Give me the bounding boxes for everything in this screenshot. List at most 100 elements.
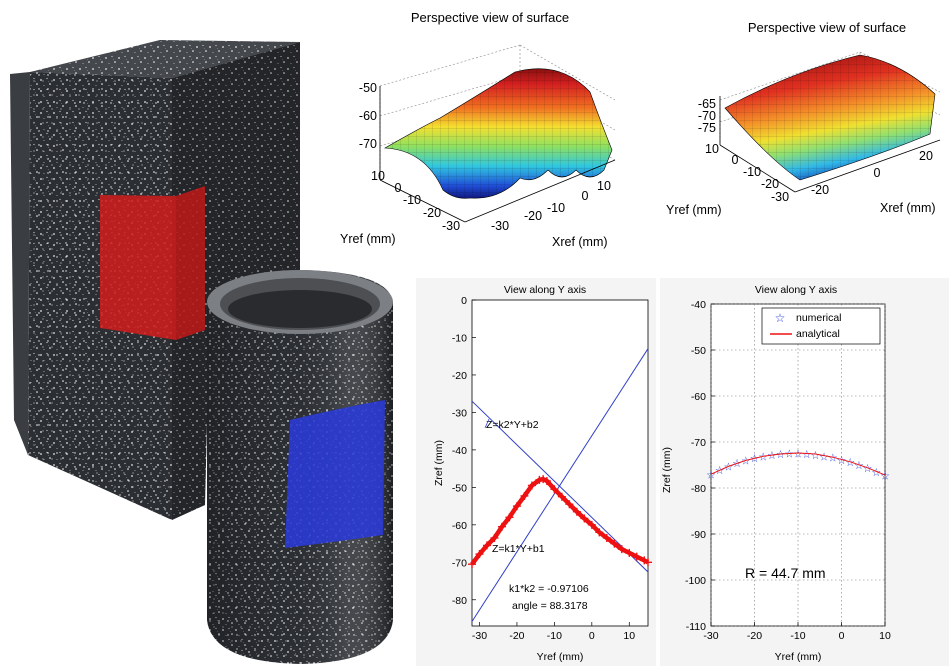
series-point: ☆ (706, 469, 716, 482)
series-point (617, 545, 626, 554)
plot-b-legend: ☆ numerical analytical (761, 307, 881, 345)
series-point (520, 491, 529, 500)
series-point (535, 475, 544, 484)
x-tick-label: 0 (839, 630, 845, 642)
surface1-x-axis (464, 159, 616, 223)
x-tick-label: -20 (509, 630, 524, 642)
series-point (644, 558, 652, 567)
surface2-title: Perspective view of surface (748, 20, 906, 35)
legend-analytical-label: analytical (796, 328, 840, 340)
series-point (527, 481, 536, 490)
plot-a-annotation-k2: Z=k2*Y+b2 (486, 419, 539, 431)
surface2-y-axis (719, 144, 796, 193)
surface2-ztick: -65 (698, 97, 716, 111)
series-point: ☆ (837, 454, 847, 467)
surface-plot-2: Perspective view of surface -65 -70 -75 … (666, 20, 941, 217)
surface1-mesh-grid (385, 68, 612, 199)
surface2-ytick: -30 (771, 190, 789, 204)
series-line-0 (471, 348, 649, 622)
series-point (539, 475, 548, 484)
series-point (640, 556, 649, 565)
series-point (587, 520, 596, 529)
plot-a-annotation-k1: Z=k1*Y+b1 (492, 543, 545, 555)
series-point (602, 533, 611, 542)
y-tick-label: -70 (691, 437, 706, 449)
series-point (542, 476, 551, 485)
series-point: ☆ (854, 459, 864, 472)
series-line-2 (470, 476, 650, 566)
plot-a-annotation-product: k1*k2 = -0.97106 (509, 583, 589, 595)
series-point: ☆ (793, 448, 803, 461)
line-plot-a: View along Y axis -30 -20 -10 0 100-10-20-30… (416, 278, 656, 666)
plot-a-annotation-angle: angle = 88.3178 (512, 600, 588, 612)
plot-a-axes (471, 299, 649, 627)
series-point: ☆ (863, 462, 873, 475)
series-point (595, 528, 604, 537)
series-point (505, 513, 514, 522)
series-point: ☆ (802, 448, 812, 461)
legend-numerical-label: numerical (796, 312, 842, 324)
series-point (490, 533, 499, 542)
y-tick-label: -40 (691, 299, 706, 311)
plot-a-ylabel: Zref (mm) (433, 440, 445, 486)
surface2-mesh-grid (725, 55, 935, 180)
block-top-face-tint (30, 40, 300, 78)
series-point (550, 485, 559, 494)
block-shadow-edge (10, 72, 30, 455)
series-point (468, 560, 476, 569)
series-point (497, 522, 506, 531)
surface1-ytick: 10 (371, 169, 385, 183)
legend-box (761, 307, 881, 345)
surface2-xlabel: Xref (mm) (880, 201, 936, 215)
series-point (625, 548, 634, 557)
surface2-xtick: 0 (874, 166, 881, 180)
block-red-region (100, 195, 176, 340)
specimen-photo (10, 40, 393, 664)
y-tick-label: -40 (452, 445, 467, 457)
surface1-y-axis (379, 179, 466, 223)
cylinder-hole-inner (228, 290, 372, 328)
surface2-ytick: -10 (743, 165, 761, 179)
y-tick-label: -20 (452, 370, 467, 382)
block-top-face (30, 40, 300, 78)
surface2-ytick: -20 (761, 177, 779, 191)
surface1-xlabel: Xref (mm) (552, 235, 608, 249)
line-plot-b: View along Y axis -30 -20 -10 0 10-40-50-60-… (660, 278, 949, 666)
plot-b-xlabel: Yref (mm) (775, 651, 822, 663)
series-line-1 (471, 400, 649, 573)
surface1-xtick: 0 (582, 189, 589, 203)
surface1-xtick: -30 (491, 219, 509, 233)
x-tick-label: -30 (703, 630, 718, 642)
plot-a-marks: -30 -20 -10 0 10 0 -10 -20 -30 -40 -50 -60 -70 -80 (452, 295, 652, 642)
x-tick-label: -10 (790, 630, 805, 642)
y-tick-label: -80 (452, 595, 467, 607)
y-tick-label: -30 (452, 407, 467, 419)
x-tick-label: 10 (879, 630, 891, 642)
y-tick-label: -50 (691, 345, 706, 357)
series-point: ☆ (784, 448, 794, 461)
x-tick-label: -30 (472, 630, 487, 642)
surface1-xtick: -20 (524, 209, 542, 223)
series-point (512, 502, 521, 511)
surface1-ztick: -50 (359, 81, 377, 95)
series-line-1 (710, 452, 886, 476)
plot-a-title: View along Y axis (504, 284, 586, 296)
series-point: ☆ (880, 470, 890, 483)
series-point (557, 492, 566, 501)
y-tick-label: -60 (691, 391, 706, 403)
surface1-ytick: 0 (395, 181, 402, 195)
surface1-ytick: -30 (442, 219, 460, 233)
surface1-xtick: 10 (597, 179, 611, 193)
plot-a-xlabel: Yref (mm) (537, 651, 584, 663)
surface1-ytick: -10 (403, 193, 421, 207)
surface2-xtick: 20 (919, 149, 933, 163)
y-tick-label: -80 (691, 483, 706, 495)
surface2-ztick: -70 (698, 109, 716, 123)
y-tick-label: -50 (452, 482, 467, 494)
series-point: ☆ (828, 452, 838, 465)
surface2-x-axis (794, 139, 941, 193)
legend-numerical-marker: ☆ (775, 311, 786, 325)
block-red-region-side (176, 186, 205, 340)
series-point (572, 507, 581, 516)
